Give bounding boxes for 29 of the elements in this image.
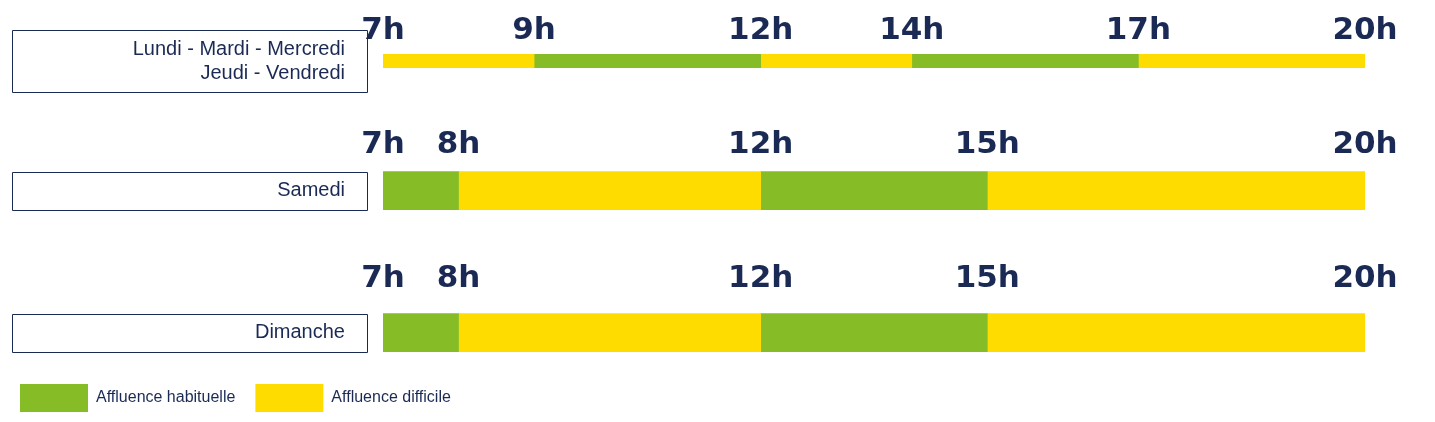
bar bbox=[458, 313, 762, 352]
bar bbox=[458, 171, 762, 210]
x-tick-label: 12h bbox=[728, 123, 794, 160]
x-tick-label: 15h bbox=[954, 123, 1020, 160]
x-tick-label: 20h bbox=[1332, 123, 1398, 160]
x-tick-label: 20h bbox=[1332, 257, 1398, 294]
bar bbox=[760, 171, 988, 210]
bar bbox=[383, 313, 459, 352]
x-tick-label: 8h bbox=[436, 123, 481, 160]
x-tick-label: 7h bbox=[361, 123, 405, 160]
x-tick-label: 15h bbox=[954, 257, 1020, 294]
legend-label: Affluence habituelle bbox=[96, 388, 236, 406]
x-tick-label: 7h bbox=[361, 10, 405, 47]
bar bbox=[760, 313, 988, 352]
x-tick-label: 14h bbox=[879, 10, 945, 47]
x-tick-label: 12h bbox=[728, 10, 794, 47]
y-tick-label: Samedi bbox=[277, 178, 345, 201]
x-tick-label: 7h bbox=[361, 257, 405, 294]
y-tick-label: Dimanche bbox=[254, 320, 345, 343]
x-tick-label: 17h bbox=[1105, 10, 1171, 47]
x-tick-label: 9h bbox=[512, 10, 556, 47]
legend-label: Affluence difficile bbox=[331, 388, 451, 406]
x-tick-label: 20h bbox=[1332, 10, 1398, 47]
bar bbox=[986, 171, 1365, 210]
x-tick-label: 8h bbox=[436, 257, 481, 294]
y-tick-label: Lundi - Mardi - Mercredi Jeudi - Vendredi bbox=[132, 36, 345, 83]
bar bbox=[986, 313, 1365, 352]
bar bbox=[383, 171, 459, 210]
x-tick-label: 12h bbox=[728, 257, 794, 294]
